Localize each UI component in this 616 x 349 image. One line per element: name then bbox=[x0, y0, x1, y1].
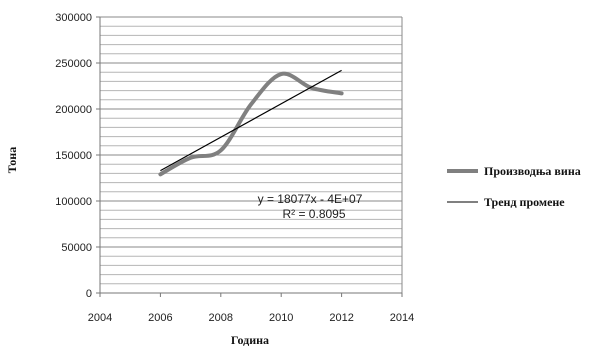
y-tick-label: 300000 bbox=[55, 12, 92, 24]
x-axis-ticks: 2004 2006 2008 2010 2012 2014 bbox=[88, 293, 414, 324]
x-tick-label: 2012 bbox=[329, 312, 353, 324]
x-tick-label: 2004 bbox=[88, 312, 112, 324]
series-layer bbox=[158, 69, 344, 177]
y-axis-title: Тона bbox=[5, 147, 19, 173]
y-tick-label: 100000 bbox=[55, 196, 92, 208]
y-tick-label: 200000 bbox=[55, 104, 92, 116]
series-line-trend bbox=[160, 69, 342, 172]
grid-lines bbox=[100, 16, 403, 294]
y-tick-label: 0 bbox=[86, 288, 92, 300]
legend-label-trend: Тренд промене bbox=[484, 195, 565, 209]
trend-r-squared: R² = 0.8095 bbox=[282, 207, 345, 221]
x-axis-title: Година bbox=[231, 333, 269, 347]
y-tick-label: 50000 bbox=[61, 242, 92, 254]
legend-label-wine-production: Производња вина bbox=[484, 164, 581, 178]
series-line-wine-production bbox=[158, 71, 344, 177]
y-axis-ticks: 0 50000 100000 150000 200000 250000 300000 bbox=[55, 12, 100, 300]
legend: Производња вина Тренд промене bbox=[447, 164, 581, 209]
y-tick-label: 250000 bbox=[55, 58, 92, 70]
x-tick-label: 2008 bbox=[209, 312, 233, 324]
x-tick-label: 2010 bbox=[269, 312, 293, 324]
trend-equation: y = 18077x - 4E+07 bbox=[258, 192, 363, 206]
x-tick-label: 2006 bbox=[148, 312, 172, 324]
y-tick-label: 150000 bbox=[55, 150, 92, 162]
x-tick-label: 2014 bbox=[390, 312, 414, 324]
